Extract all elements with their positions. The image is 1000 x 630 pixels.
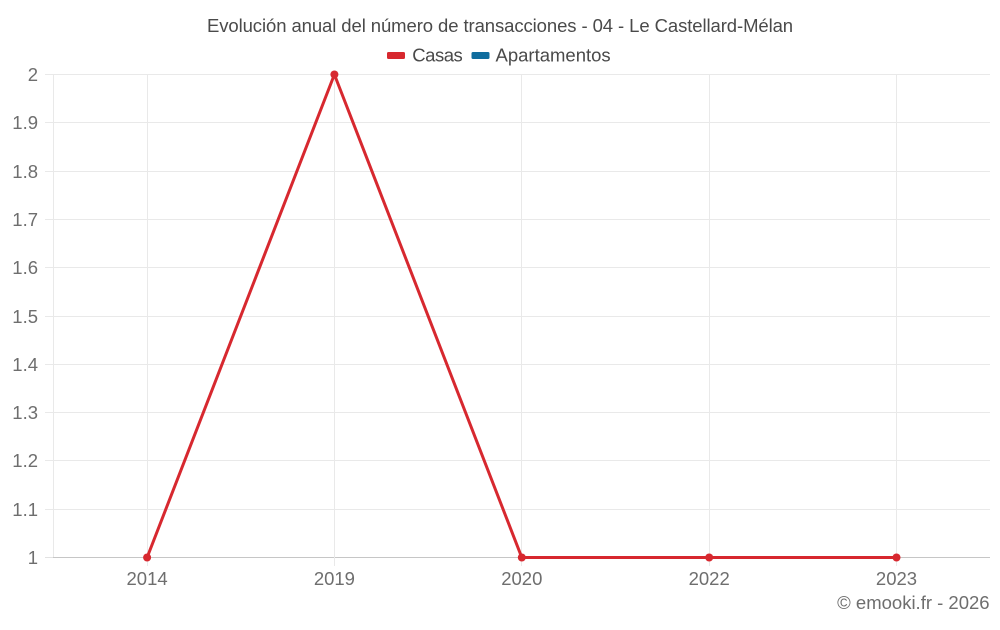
svg-text:2022: 2022 — [689, 568, 730, 589]
svg-text:1.8: 1.8 — [12, 161, 38, 182]
svg-text:1: 1 — [28, 547, 38, 568]
svg-text:Casas: Casas — [412, 44, 462, 65]
svg-text:2019: 2019 — [314, 568, 355, 589]
svg-text:© emooki.fr - 2026: © emooki.fr - 2026 — [837, 592, 989, 613]
svg-text:2020: 2020 — [501, 568, 542, 589]
svg-text:2: 2 — [28, 64, 38, 85]
svg-text:1.1: 1.1 — [12, 499, 38, 520]
svg-text:1.9: 1.9 — [12, 112, 38, 133]
svg-text:Apartamentos: Apartamentos — [496, 44, 611, 65]
svg-text:2023: 2023 — [876, 568, 917, 589]
svg-text:1.4: 1.4 — [12, 354, 38, 375]
svg-text:1.7: 1.7 — [12, 209, 38, 230]
svg-text:1.3: 1.3 — [12, 402, 38, 423]
svg-text:1.6: 1.6 — [12, 257, 38, 278]
svg-text:1.5: 1.5 — [12, 306, 38, 327]
svg-text:1.2: 1.2 — [12, 450, 38, 471]
svg-text:Evolución anual del número de: Evolución anual del número de transaccio… — [207, 15, 793, 36]
svg-text:2014: 2014 — [127, 568, 168, 589]
